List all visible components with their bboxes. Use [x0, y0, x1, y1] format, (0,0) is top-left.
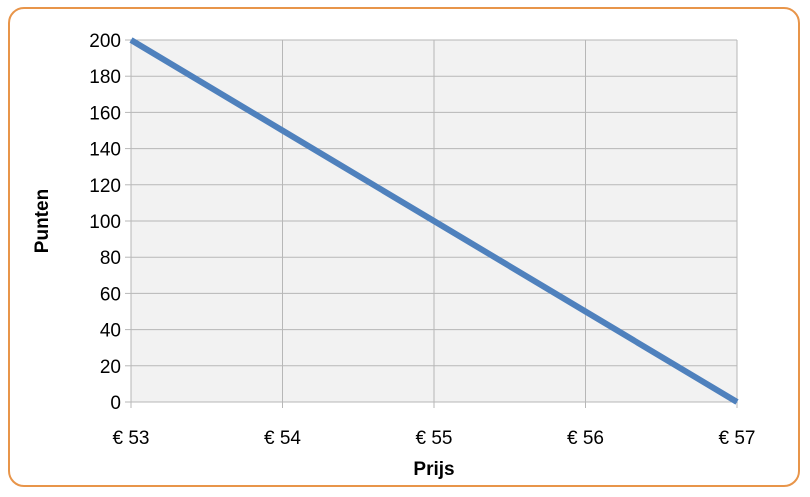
y-tick-label: 0	[110, 393, 121, 414]
x-tick-label: € 55	[416, 428, 453, 449]
y-tick-label: 80	[100, 248, 121, 269]
y-tick-label: 40	[100, 321, 121, 342]
axes	[125, 39, 738, 408]
data-point	[282, 130, 283, 131]
x-axis-title: Prijs	[413, 459, 454, 480]
y-tick-label: 60	[100, 284, 121, 305]
x-tick-label: € 57	[719, 428, 756, 449]
y-tick-label: 120	[89, 176, 121, 197]
x-tick-label: € 53	[113, 428, 150, 449]
y-tick-label: 140	[89, 140, 121, 161]
data-point	[736, 401, 738, 403]
y-tick-label: 20	[100, 357, 121, 378]
data-point	[130, 39, 132, 41]
x-tick-label: € 54	[264, 428, 301, 449]
y-tick-labels: 0 20 40 60 80 100 120 140 160 180 200	[89, 31, 121, 414]
x-tick-labels: € 53 € 54 € 55 € 56 € 57	[113, 428, 756, 449]
data-point	[433, 220, 435, 222]
y-axis-title: Punten	[32, 189, 53, 253]
y-tick-label: 200	[89, 31, 121, 52]
x-tick-label: € 56	[567, 428, 604, 449]
horizontal-gridlines	[131, 39, 737, 367]
series-layer	[129, 37, 739, 405]
y-tick-label: 100	[89, 212, 121, 233]
data-point	[585, 311, 586, 312]
y-tick-label: 160	[89, 103, 121, 124]
y-tick-label: 180	[89, 67, 121, 88]
